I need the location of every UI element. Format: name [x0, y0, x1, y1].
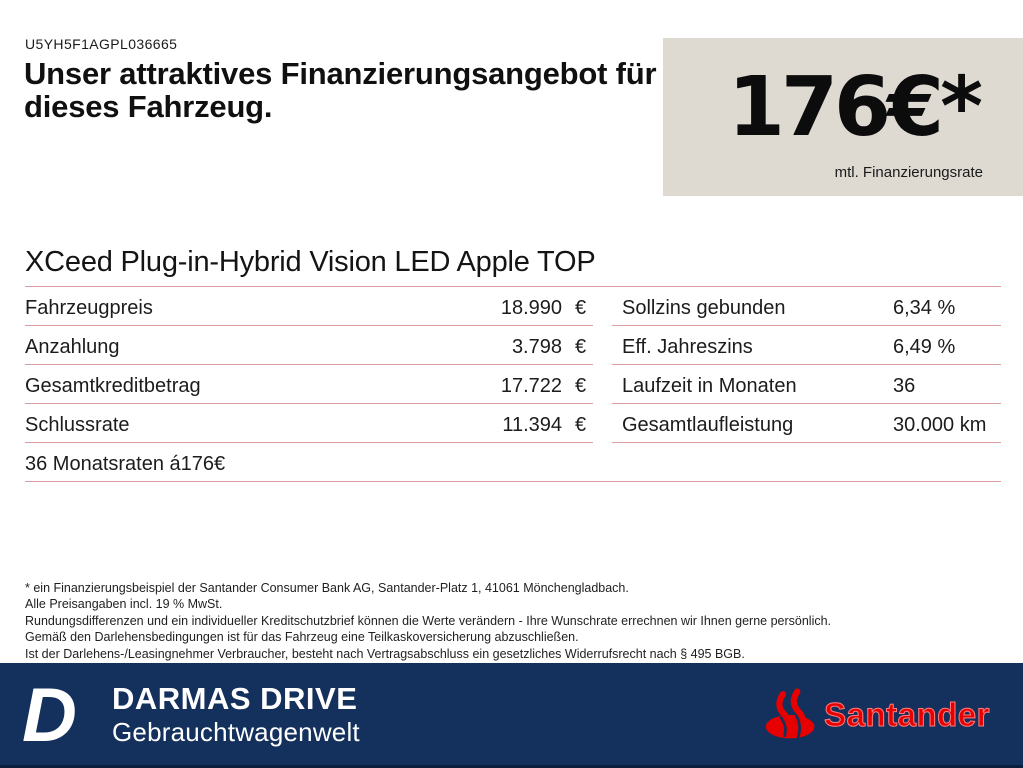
monthly-rate-label: mtl. Finanzierungsrate: [834, 164, 983, 181]
darmas-drive-d-icon: D: [20, 673, 106, 758]
row-value: 17.722: [500, 375, 562, 397]
row-label: Fahrzeugpreis: [25, 297, 153, 319]
row-value: 6,34 %: [893, 297, 956, 319]
table-row: Schlussrate 11.394 €: [25, 404, 593, 443]
row-label: 36 Monatsraten á: [25, 453, 181, 475]
dealer-logo-text: DARMAS DRIVE Gebrauchtwagenwelt: [112, 682, 360, 748]
disclaimer-line: Rundungsdifferenzen und ein individuelle…: [25, 613, 832, 628]
disclaimer-line: Ist der Darlehens-/Leasingnehmer Verbrau…: [25, 646, 745, 661]
row-value: 3.798: [511, 336, 562, 358]
disclaimer-line: Gemäß den Darlehensbedingungen ist für d…: [25, 630, 579, 645]
row-value: 11.394: [502, 414, 562, 436]
table-row: 36 Monatsraten á 176 €: [25, 443, 1001, 482]
disclaimer-line: Alle Preisangaben incl. 19 % MwSt.: [25, 597, 223, 612]
row-unit: €: [575, 414, 587, 436]
vehicle-title: XCeed Plug-in-Hybrid Vision LED Apple TO…: [25, 246, 1001, 287]
row-label: Sollzins gebunden: [622, 297, 786, 319]
table-row: Laufzeit in Monaten 36: [612, 365, 1001, 404]
financing-table-left-column: Fahrzeugpreis 18.990 € Anzahlung 3.798 €…: [25, 287, 593, 443]
disclaimer-line: * ein Finanzierungsbeispiel der Santande…: [25, 581, 629, 595]
vehicle-vin: U5YH5F1AGPL036665: [25, 36, 178, 52]
footer-banner: D DARMAS DRIVE Gebrauchtwagenwelt Santan…: [0, 663, 1023, 768]
financing-offer-section: XCeed Plug-in-Hybrid Vision LED Apple TO…: [25, 246, 1001, 482]
santander-logo: Santander: [764, 688, 990, 742]
row-label: Laufzeit in Monaten: [622, 375, 797, 397]
financing-table-right-column: Sollzins gebunden 6,34 % Eff. Jahreszins…: [612, 287, 1001, 443]
page-title: Unser attraktives Finanzierungsangebot f…: [24, 56, 657, 124]
dealer-name: DARMAS DRIVE: [112, 681, 358, 716]
row-unit: €: [214, 453, 226, 475]
row-value: 176: [180, 453, 215, 475]
monthly-rate-price: 176€*: [727, 60, 983, 155]
santander-wordmark: Santander: [824, 696, 990, 734]
row-value: 36: [893, 375, 916, 397]
table-row: Anzahlung 3.798 €: [25, 326, 593, 365]
financing-table: Fahrzeugpreis 18.990 € Anzahlung 3.798 €…: [25, 287, 1001, 443]
row-value: 18.990: [500, 297, 562, 319]
disclaimer-text: * ein Finanzierungsbeispiel der Santande…: [25, 580, 985, 662]
table-row: Fahrzeugpreis 18.990 €: [25, 287, 593, 326]
table-row: Gesamtlaufleistung 30.000 km: [612, 404, 1001, 443]
row-unit: €: [575, 297, 587, 319]
table-row: Eff. Jahreszins 6,49 %: [612, 326, 1001, 365]
row-label: Gesamtlaufleistung: [622, 414, 794, 436]
santander-flame-icon: [765, 688, 815, 739]
row-label: Eff. Jahreszins: [622, 336, 753, 358]
row-label: Schlussrate: [25, 414, 130, 436]
svg-text:D: D: [22, 679, 77, 751]
row-label: Anzahlung: [25, 336, 120, 358]
row-value: 30.000 km: [893, 414, 987, 436]
dealer-subtitle: Gebrauchtwagenwelt: [112, 717, 360, 747]
row-unit: €: [575, 336, 587, 358]
row-value: 6,49 %: [893, 336, 956, 358]
row-unit: €: [575, 375, 587, 397]
row-label: Gesamtkreditbetrag: [25, 375, 201, 397]
table-row: Sollzins gebunden 6,34 %: [612, 287, 1001, 326]
table-row: Gesamtkreditbetrag 17.722 €: [25, 365, 593, 404]
monthly-rate-box: 176€* mtl. Finanzierungsrate: [663, 38, 1023, 196]
